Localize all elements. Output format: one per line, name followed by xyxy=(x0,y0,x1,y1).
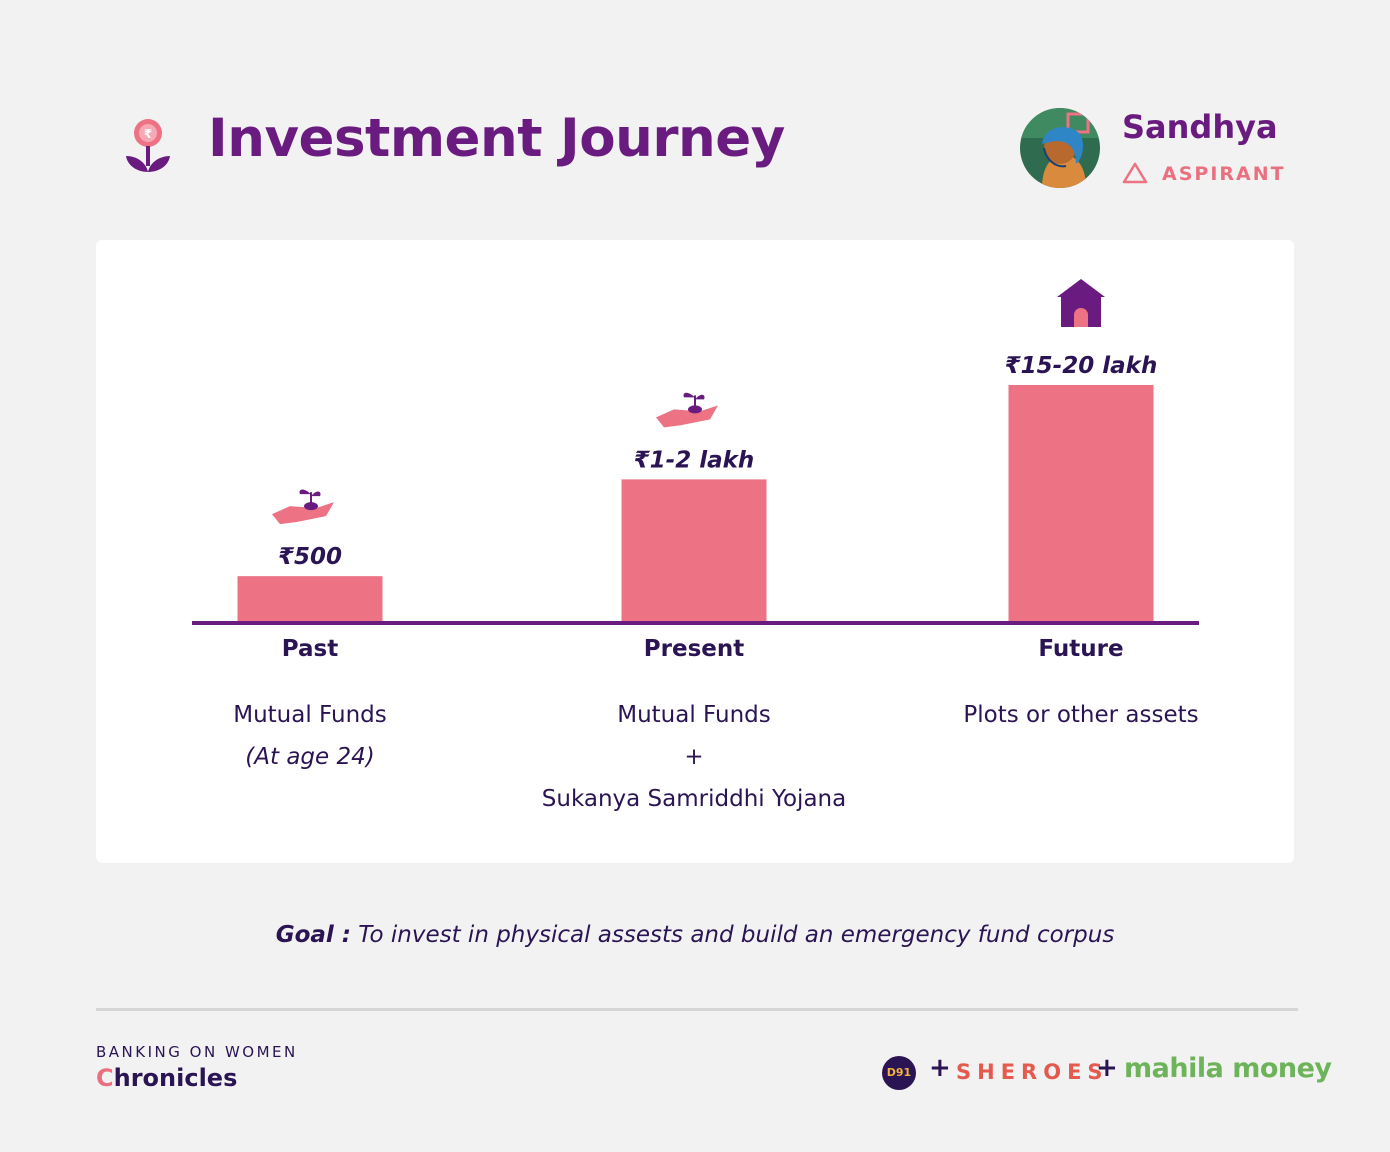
hand-sapling-icon xyxy=(656,392,718,428)
category-label: Present xyxy=(643,636,745,662)
avatar xyxy=(1020,108,1100,188)
persona-name: Sandhya xyxy=(1122,108,1278,146)
category-description: + xyxy=(684,744,704,770)
bar-present xyxy=(621,479,767,621)
goal-statement: Goal : To invest in physical assests and… xyxy=(0,922,1390,948)
house-icon xyxy=(1057,279,1105,327)
series-name: Chronicles xyxy=(96,1064,237,1092)
category-label: Future xyxy=(1038,636,1124,662)
value-label: ₹15-20 lakh xyxy=(1005,353,1158,379)
goal-label: Goal : xyxy=(275,922,351,948)
series-rest: hronicles xyxy=(113,1064,238,1092)
plus-sign: + xyxy=(929,1053,951,1083)
category-description: Sukanya Samriddhi Yojana xyxy=(541,786,847,812)
value-label: ₹500 xyxy=(278,544,342,570)
page-title: Investment Journey xyxy=(208,108,785,169)
persona-role: ASPIRANT xyxy=(1162,163,1286,185)
footer-divider xyxy=(96,1008,1298,1011)
value-label: ₹1-2 lakh xyxy=(634,447,755,473)
category-description: Mutual Funds xyxy=(617,702,771,728)
mahila-money-logo: mahila money xyxy=(1124,1053,1332,1084)
category-description: (At age 24) xyxy=(245,744,375,770)
category-label: Past xyxy=(281,636,339,662)
series-initial: C xyxy=(96,1064,114,1092)
bar-chart: ₹500 ₹1-2 lakh ₹15-20 lakh xyxy=(192,279,1199,625)
series-tagline: BANKING ON WOMEN xyxy=(96,1043,298,1061)
svg-text:₹: ₹ xyxy=(144,127,152,141)
goal-text: To invest in physical assests and build … xyxy=(350,922,1115,948)
d91-logo: D91 xyxy=(882,1056,916,1090)
hand-sapling-icon xyxy=(272,489,334,525)
triangle-outline-icon xyxy=(1122,162,1148,184)
bar-future xyxy=(1008,385,1154,621)
plus-sign: + xyxy=(1096,1053,1118,1083)
bar-past xyxy=(237,576,383,621)
sheroes-logo: SHEROES xyxy=(956,1060,1109,1084)
category-description: Plots or other assets xyxy=(963,702,1199,728)
flower-rupee-icon: ₹ xyxy=(126,119,170,172)
category-description: Mutual Funds xyxy=(233,702,387,728)
